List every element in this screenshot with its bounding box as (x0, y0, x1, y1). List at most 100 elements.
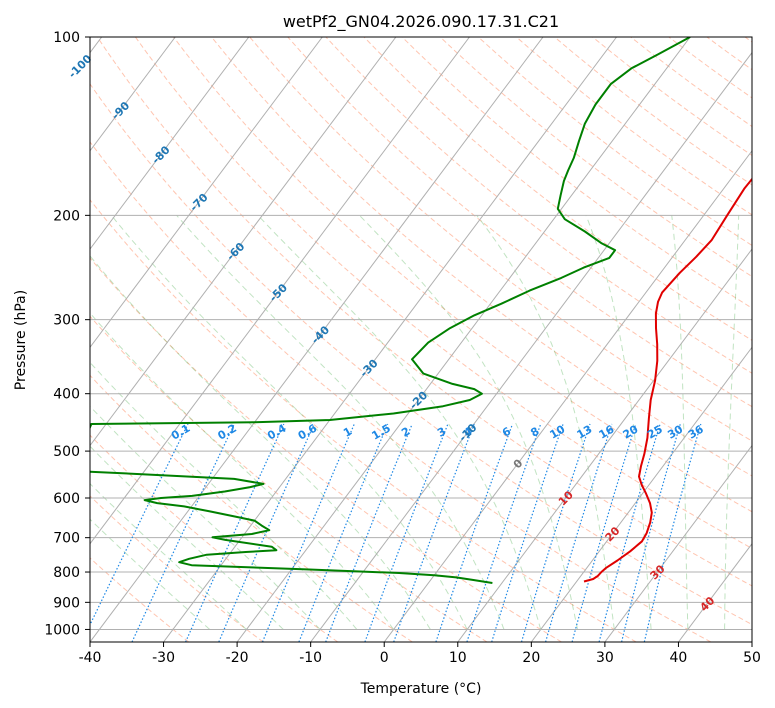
mixing-ratio-label: 8 (528, 425, 541, 440)
y-tick-label: 700 (53, 531, 80, 547)
mixing-ratio-line (643, 423, 702, 642)
mixing-ratio-line (131, 423, 235, 642)
x-tick-label: 20 (522, 650, 540, 666)
isotherm-line (90, 37, 176, 152)
axis-ticks: -40 -30 -20 -10 0 10 20 30 40 5010020030040050060… (44, 30, 761, 666)
dry-adiabat (592, 37, 752, 157)
x-tick-label: 10 (449, 650, 467, 666)
x-axis-label: Temperature (°C) (360, 681, 482, 697)
mixing-ratio-line (571, 423, 637, 642)
mixing-ratio-label: 16 (597, 423, 617, 442)
dry-adiabat (90, 495, 264, 642)
dry-adiabat (90, 315, 488, 642)
y-tick-label: 500 (53, 444, 80, 460)
moist-adiabat (671, 215, 689, 630)
y-tick-label: 800 (53, 565, 80, 581)
x-tick-label: 0 (380, 650, 389, 666)
isotherm-line (90, 37, 397, 447)
isotherm-label: -90 (109, 99, 132, 122)
y-axis-label: Pressure (hPa) (13, 290, 29, 390)
series-layer (90, 37, 752, 584)
isotherm-line (530, 346, 752, 642)
mixing-ratio-line (185, 423, 285, 642)
mixing-ratio-line (621, 423, 681, 642)
isotherm-line (90, 37, 470, 545)
mixing-ratio-line (598, 423, 661, 642)
dry-adiabat (90, 141, 712, 642)
isotherm-line (457, 248, 752, 642)
mixing-ratio-label: 3 (435, 425, 448, 440)
y-tick-label: 100 (53, 30, 80, 46)
mixing-ratio-label: 0.4 (265, 421, 289, 442)
x-tick-label: 40 (670, 650, 688, 666)
mixing-ratio-line (261, 423, 355, 642)
mixing-ratio-label: 1 (341, 425, 354, 440)
mixing-ratio-line (393, 423, 475, 642)
isotherm-label: -80 (149, 143, 172, 166)
dry-adiabat (363, 37, 752, 341)
background-lines (90, 37, 752, 642)
isotherm-label: -60 (224, 240, 247, 263)
isotherm-label: -30 (357, 356, 380, 379)
mixing-ratio-line (298, 423, 389, 642)
dry-adiabat (325, 37, 752, 374)
dry-adiabat (554, 37, 752, 186)
mixing-ratio-label: 20 (621, 423, 641, 442)
moist-adiabat (90, 255, 431, 630)
y-tick-label: 600 (53, 491, 80, 507)
moist-adiabat (476, 214, 615, 630)
y-tick-label: 1000 (44, 622, 80, 638)
dry-adiabat (401, 37, 752, 309)
isotherm-line (310, 51, 752, 642)
isotherm-label: -50 (267, 281, 290, 304)
mixing-ratio-line (435, 423, 514, 642)
moist-adiabat (90, 518, 211, 630)
isotherm-line (90, 37, 250, 250)
isotherm-label: 30 (648, 562, 668, 582)
temperature-profile (583, 177, 752, 583)
dry-adiabat (439, 37, 752, 278)
dry-adiabat (90, 257, 562, 642)
isotherm-line (236, 37, 691, 642)
isotherm-line (751, 641, 752, 642)
dry-adiabat (90, 374, 413, 642)
x-tick-label: -30 (152, 650, 175, 666)
mixing-ratio-label: 30 (665, 423, 685, 442)
isotherm-line (90, 37, 323, 349)
dry-adiabat (477, 37, 752, 247)
dry-adiabat (630, 37, 752, 128)
mixing-ratio-line (491, 423, 564, 642)
moist-adiabat (257, 214, 542, 630)
x-tick-label: -40 (79, 650, 102, 666)
isotherm-line (383, 150, 752, 642)
mixing-ratio-line (325, 423, 413, 642)
dry-adiabat (90, 83, 752, 626)
mixing-ratio-label: 10 (548, 423, 568, 442)
dry-adiabat (134, 37, 752, 550)
plot-frame (89, 36, 753, 643)
mixing-ratio-line (466, 423, 542, 642)
moist-adiabat (90, 312, 395, 630)
x-tick-label: -20 (226, 650, 249, 666)
chart-title: wetPf2_GN04.2026.090.17.31.C21 (283, 12, 559, 32)
mixing-ratio-line (545, 423, 613, 642)
dewpoint-profile (90, 37, 691, 584)
dry-adiabat (249, 37, 752, 442)
isotherm-line (678, 542, 752, 642)
moist-adiabat (724, 215, 740, 630)
line-labels: 0.1 0.2 0.4 0.6 1 1.5 2 3 4 6 8 10 13 16 20 25 30 36-100-… (66, 52, 718, 614)
isotherm-label: 0 (511, 456, 526, 471)
mixing-ratio-line (364, 423, 449, 642)
moist-adiabat (90, 405, 321, 630)
dry-adiabat (90, 199, 637, 642)
mixing-ratio-line (218, 423, 315, 642)
moist-adiabat (111, 214, 468, 630)
x-tick-label: -10 (299, 650, 322, 666)
dry-adiabat (287, 37, 752, 408)
dry-adiabat (744, 37, 752, 43)
dry-adiabat (706, 37, 752, 71)
y-tick-label: 300 (53, 313, 80, 329)
x-tick-label: 50 (743, 650, 761, 666)
mixing-ratio-label: 0.2 (216, 422, 239, 443)
